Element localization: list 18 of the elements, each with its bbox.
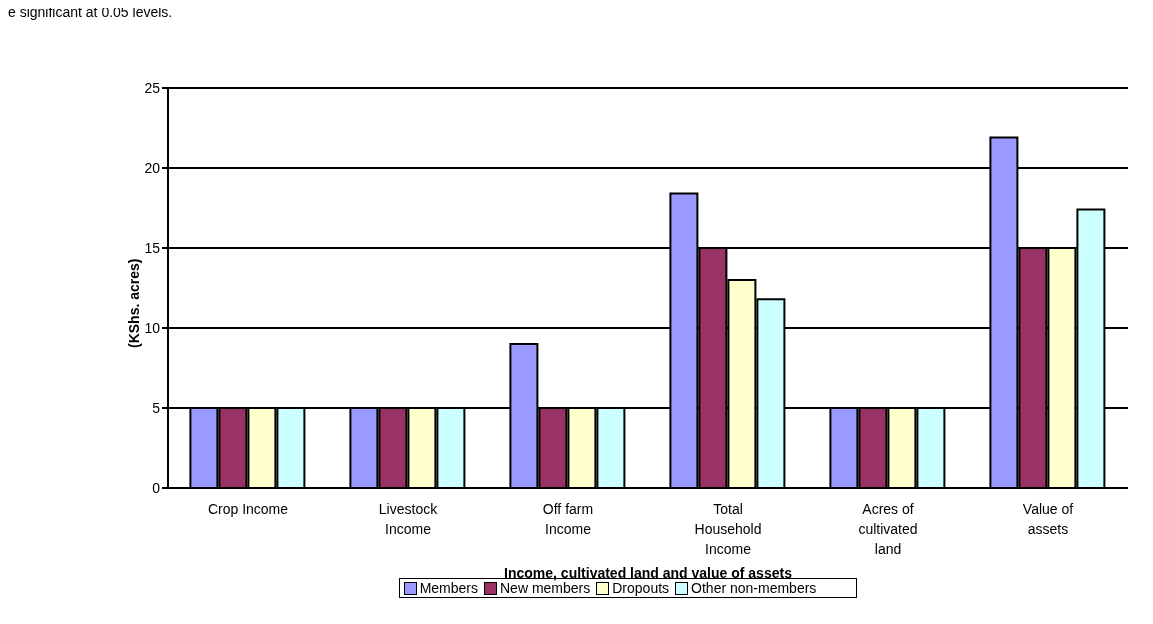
x-tick-label: Acres of cultivated land — [858, 501, 918, 557]
x-axis-title: Income, cultivated land and value of assets — [504, 565, 793, 581]
legend-label: Dropouts — [611, 580, 670, 596]
y-tick-label: 0 — [152, 479, 161, 496]
y-tick-label: 5 — [152, 399, 161, 416]
legend-label: Other non-members — [690, 580, 817, 596]
x-tick-label: Total Household Income — [694, 501, 762, 557]
y-tick-label: 10 — [144, 319, 161, 336]
y-axis-title: (KShs. acres) — [126, 258, 142, 348]
legend-label: New members — [499, 580, 591, 596]
x-tick-label: Value of assets — [1022, 501, 1074, 537]
x-tick-label: Crop Income — [207, 501, 289, 517]
x-tick-label: Off farm Income — [542, 501, 594, 537]
y-tick-label: 15 — [144, 239, 161, 256]
y-tick-label: 25 — [144, 79, 161, 96]
y-tick-label: 20 — [144, 159, 161, 176]
x-tick-label: Livestock Income — [378, 501, 439, 537]
legend-label: Members — [418, 580, 478, 596]
